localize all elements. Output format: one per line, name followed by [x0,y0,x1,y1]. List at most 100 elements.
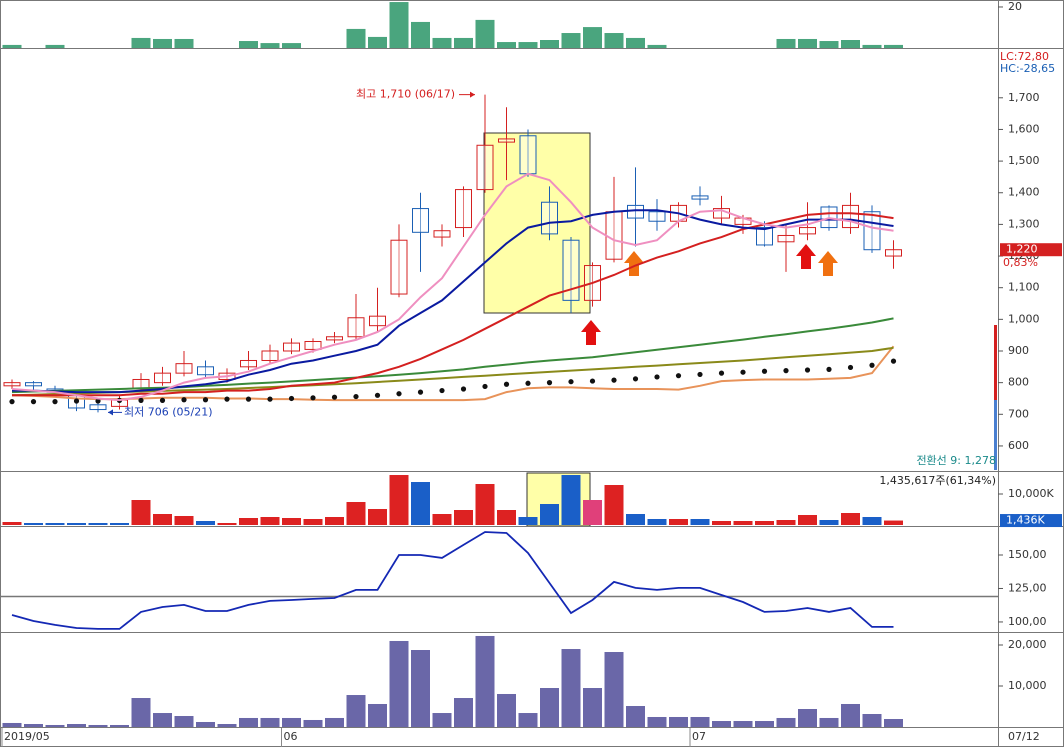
dot [245,396,252,402]
side-indicator [994,400,997,470]
candle-body [25,382,42,387]
up-arrow [818,251,838,276]
candle-body [863,211,881,251]
y-tick-label: 1,300 [1008,217,1040,230]
bar [88,724,108,727]
bar [583,500,602,525]
bar [862,44,882,48]
bar [2,44,22,48]
candle-body [390,239,408,295]
bar [497,510,516,525]
line [11,317,894,394]
candle-body [283,342,300,352]
bar [862,714,882,727]
bar [368,36,387,48]
bar [626,514,645,525]
dot [503,381,510,387]
dot [460,386,467,392]
dot [611,377,617,383]
candle-body [197,366,214,376]
bar [518,517,538,525]
bar [518,713,538,727]
bar [583,688,602,727]
dot [589,378,596,384]
dot [181,397,187,403]
indicator-note: 전환선 9: 1,278 [916,454,996,467]
bar [862,517,882,525]
dot [654,374,660,380]
dot [288,395,295,402]
dot [847,364,854,371]
note-arrow [108,409,113,416]
bar [282,717,301,727]
bar [303,719,323,727]
dot [482,383,488,390]
bar [217,724,237,727]
bar [540,40,559,48]
bar [45,724,65,727]
candle-body [605,211,623,260]
bar [647,44,667,48]
dot [331,394,338,400]
bar [260,517,280,525]
line [12,209,894,394]
bar [518,42,538,48]
dot [761,368,768,374]
dot [546,380,553,386]
bar [2,521,22,525]
dot [718,370,725,376]
dot [740,369,746,375]
bar [604,652,624,727]
bar [776,717,796,727]
bar [110,523,129,525]
y-tick-label: 1,400 [1008,186,1040,199]
y-tick-label: 1,100 [1008,281,1040,294]
bar [454,510,473,525]
candle-body [627,204,644,219]
dot [783,368,789,374]
bar [647,519,667,525]
note-arrow [470,91,475,98]
bar [368,509,387,525]
x-tick-label: 2019/05 [4,730,50,743]
bar [819,41,839,48]
bar [755,521,774,525]
bar [153,38,172,48]
dot [202,397,209,403]
bar [368,703,387,727]
x-tick-label: 07 [692,730,706,743]
y-tick-label: 1,600 [1008,122,1040,135]
dot [374,392,381,398]
up-arrow [624,251,644,276]
bar [217,523,237,525]
bar [712,721,731,727]
candle-body [498,138,515,143]
bar [24,724,43,727]
price-marker [1000,514,1062,528]
bar [325,717,344,727]
bar [346,28,366,48]
dot [159,397,166,403]
bar [540,688,559,727]
cursor-date: 07/12 [1008,730,1040,743]
dot [267,396,273,402]
dot [138,397,144,403]
bar [174,716,194,727]
bar [110,724,129,727]
y-tick-label: 20,000 [1008,638,1047,651]
candle-body [89,404,107,411]
bar [432,713,452,727]
dot [439,387,445,394]
bar [303,519,323,525]
bar [884,520,903,525]
bar [432,37,452,48]
bar [2,722,22,727]
dot [568,379,574,385]
bar [45,44,65,48]
bar [131,500,151,525]
bar [411,482,430,525]
y-tick-label: 125,00 [1008,581,1047,594]
bar [153,514,172,525]
candle-body [175,363,193,374]
bar [819,717,839,727]
